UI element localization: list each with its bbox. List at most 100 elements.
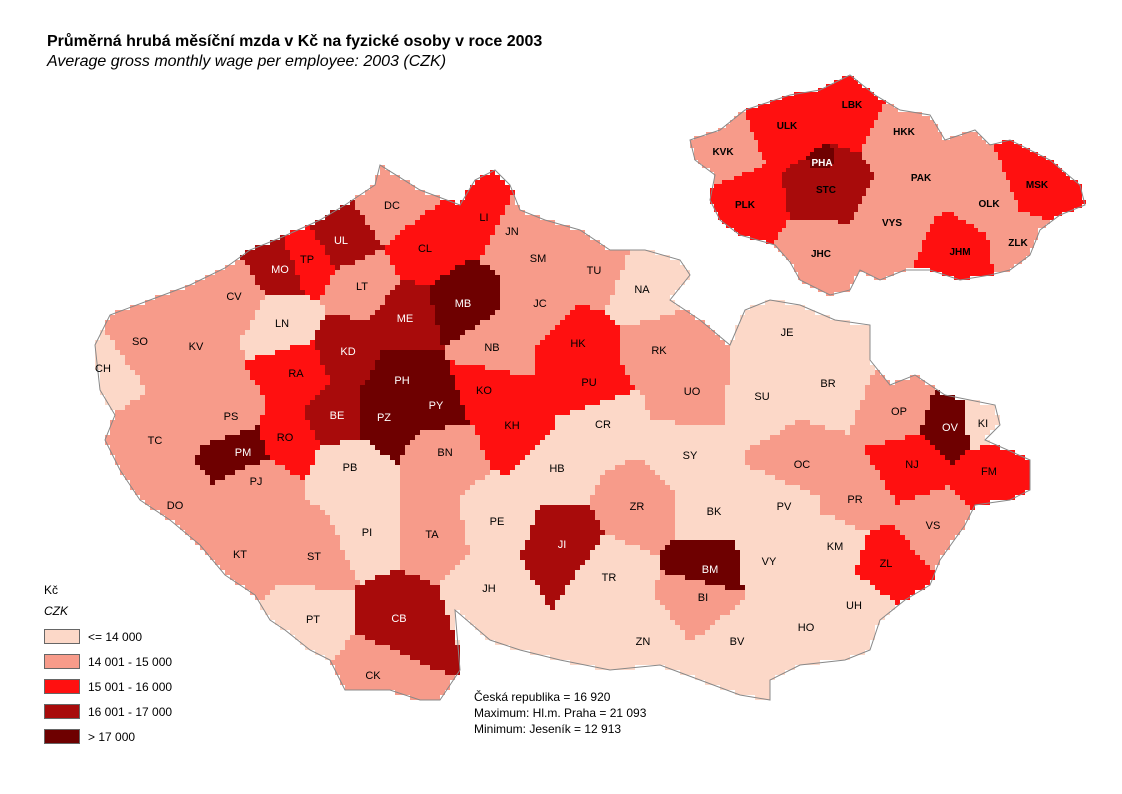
district-area bbox=[310, 200, 385, 270]
district-cb bbox=[355, 570, 460, 675]
region-label: ZLK bbox=[1008, 238, 1028, 249]
district-label: PY bbox=[429, 400, 444, 412]
district-pm bbox=[195, 425, 270, 485]
district-label: LT bbox=[356, 281, 368, 293]
district-ra bbox=[245, 340, 330, 405]
district-pb bbox=[305, 440, 400, 510]
district-label: RK bbox=[651, 345, 667, 357]
summary-stats: Česká republika = 16 920 Maximum: Hl.m. … bbox=[474, 689, 646, 737]
district-label: KH bbox=[504, 420, 519, 432]
region-area bbox=[850, 180, 934, 280]
district-area bbox=[275, 500, 360, 590]
district-area bbox=[195, 425, 270, 485]
district-label: JN bbox=[505, 226, 519, 238]
district-py bbox=[410, 360, 470, 435]
district-label: UL bbox=[334, 235, 348, 247]
district-area bbox=[645, 335, 730, 425]
district-area bbox=[355, 165, 440, 245]
region-area bbox=[870, 132, 978, 216]
district-ph bbox=[365, 350, 445, 405]
region-olk bbox=[946, 136, 1018, 236]
district-be bbox=[305, 380, 360, 445]
district-label: KD bbox=[340, 346, 355, 358]
district-label: KI bbox=[978, 418, 988, 430]
region-label: PLK bbox=[735, 200, 756, 211]
district-jh bbox=[440, 550, 555, 655]
district-label: DC bbox=[384, 200, 400, 212]
district-area bbox=[475, 380, 555, 475]
region-vys bbox=[850, 180, 934, 280]
district-area bbox=[450, 360, 535, 425]
district-label: PR bbox=[847, 494, 862, 506]
district-area bbox=[690, 600, 780, 700]
region-stc bbox=[782, 144, 874, 224]
district-ch bbox=[95, 330, 145, 410]
district-area bbox=[620, 310, 715, 395]
district-area bbox=[240, 235, 305, 295]
legend-unit-en: CZK bbox=[44, 604, 68, 618]
district-br bbox=[790, 325, 875, 435]
district-label: PH bbox=[394, 375, 409, 387]
district-pj bbox=[215, 460, 305, 525]
district-su bbox=[725, 350, 800, 450]
district-label: PT bbox=[306, 614, 320, 626]
district-area bbox=[105, 290, 175, 390]
district-area bbox=[200, 510, 280, 600]
district-pt bbox=[260, 585, 355, 660]
district-jc bbox=[500, 280, 575, 345]
district-label: PS bbox=[224, 411, 239, 423]
district-lt bbox=[320, 250, 400, 320]
district-area bbox=[850, 370, 935, 450]
district-area bbox=[370, 280, 445, 350]
region-pak bbox=[870, 132, 978, 216]
district-area bbox=[535, 305, 620, 375]
district-label: PV bbox=[777, 501, 792, 513]
district-bv bbox=[690, 600, 780, 700]
region-area bbox=[774, 220, 874, 296]
district-area bbox=[320, 250, 400, 320]
district-label: LN bbox=[275, 318, 289, 330]
district-label: CB bbox=[391, 613, 406, 625]
district-label: BM bbox=[702, 564, 719, 576]
legend-item: 15 001 - 16 000 bbox=[44, 674, 172, 699]
district-label: MO bbox=[271, 264, 289, 276]
legend-item: > 17 000 bbox=[44, 724, 172, 749]
district-label: CV bbox=[226, 291, 242, 303]
district-dc bbox=[355, 165, 440, 245]
district-label: CL bbox=[418, 243, 432, 255]
district-label: PB bbox=[343, 462, 358, 474]
district-label: ZN bbox=[636, 636, 651, 648]
district-area bbox=[480, 195, 550, 270]
region-area bbox=[782, 144, 874, 224]
region-jhm bbox=[914, 212, 994, 280]
district-label: PU bbox=[581, 377, 596, 389]
district-label: HB bbox=[549, 463, 564, 475]
district-area bbox=[965, 400, 1000, 450]
country-outline bbox=[94, 164, 1031, 701]
region-area bbox=[986, 212, 1050, 272]
district-li bbox=[440, 170, 515, 260]
region-label: KVK bbox=[712, 147, 734, 158]
region-label: JHC bbox=[811, 249, 831, 260]
region-area bbox=[946, 136, 1018, 236]
district-pi bbox=[325, 490, 400, 585]
district-kd bbox=[315, 315, 385, 385]
district-label: HO bbox=[798, 622, 815, 634]
district-pe bbox=[460, 470, 540, 555]
district-area bbox=[520, 505, 605, 610]
district-kv bbox=[165, 295, 245, 395]
legend-item: 14 001 - 15 000 bbox=[44, 649, 172, 674]
district-area bbox=[305, 380, 360, 445]
district-label: TP bbox=[300, 254, 314, 266]
stat-czech-republic: Česká republika = 16 920 bbox=[474, 690, 611, 704]
district-area bbox=[730, 300, 850, 370]
region-area bbox=[806, 144, 834, 168]
legend-swatch bbox=[44, 629, 80, 644]
legend: Kč CZK <= 14 000 14 001 - 15 000 15 001 … bbox=[44, 583, 172, 749]
legend-unit-cz: Kč bbox=[44, 583, 59, 597]
district-zr bbox=[590, 460, 675, 555]
district-ov bbox=[920, 390, 970, 465]
legend-item: 16 001 - 17 000 bbox=[44, 699, 172, 724]
district-label: OP bbox=[891, 406, 907, 418]
district-area bbox=[95, 330, 145, 410]
